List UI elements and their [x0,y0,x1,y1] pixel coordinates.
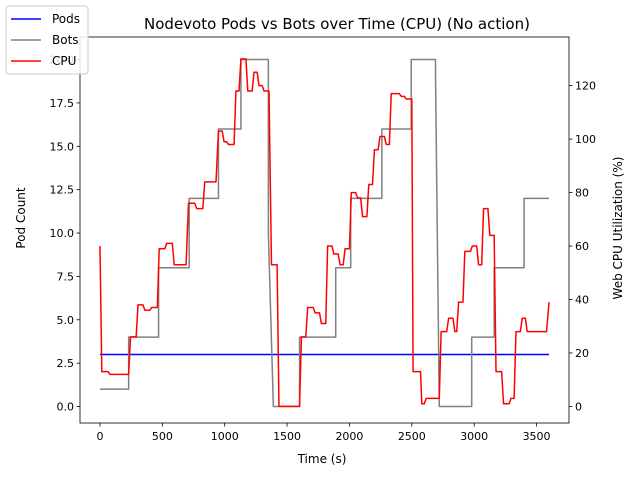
plot-frame [79,36,570,424]
y-left-tick-label: 10.0 [50,227,75,240]
x-tick-label: 3000 [460,430,488,443]
y-right-axis-label: Web CPU Utilization (%) [611,157,625,300]
series-line-cpu [99,58,550,408]
x-tick-label: 1500 [273,430,301,443]
legend-label-bots: Bots [52,33,79,47]
y-left-tick-label: 5.0 [57,314,75,327]
x-tick-label: 2500 [398,430,426,443]
y-left-tick-label: 17.5 [50,97,75,110]
y-left-axis-label: Pod Count [14,187,28,249]
x-tick-label: 0 [96,430,103,443]
y-right-tick-label: 100 [575,133,596,146]
y-right-tick-label: 120 [575,80,596,93]
y-left-tick-label: 7.5 [57,270,75,283]
y-right-tick-label: 60 [575,240,589,253]
legend-label-cpu: CPU [52,54,76,68]
chart-title: Nodevoto Pods vs Bots over Time (CPU) (N… [144,15,530,33]
x-tick-label: 500 [152,430,173,443]
series-line-bots [99,58,550,408]
x-tick-label: 1000 [211,430,239,443]
y-left-tick-label: 15.0 [50,140,75,153]
x-axis-label: Time (s) [297,452,347,466]
y-right-tick-label: 40 [575,294,589,307]
y-right-tick-label: 20 [575,347,589,360]
y-left-tick-label: 12.5 [50,184,75,197]
legend-box [5,5,89,75]
x-tick-label: 3500 [523,430,551,443]
legend: Pods Bots CPU [5,5,89,75]
y-right-tick-label: 80 [575,187,589,200]
y-right-tick-label: 0 [575,400,582,413]
y-left-tick-label: 0.0 [57,401,75,414]
y-left-tick-label: 2.5 [57,357,75,370]
x-tick-label: 2000 [335,430,363,443]
legend-label-pods: Pods [52,12,80,26]
